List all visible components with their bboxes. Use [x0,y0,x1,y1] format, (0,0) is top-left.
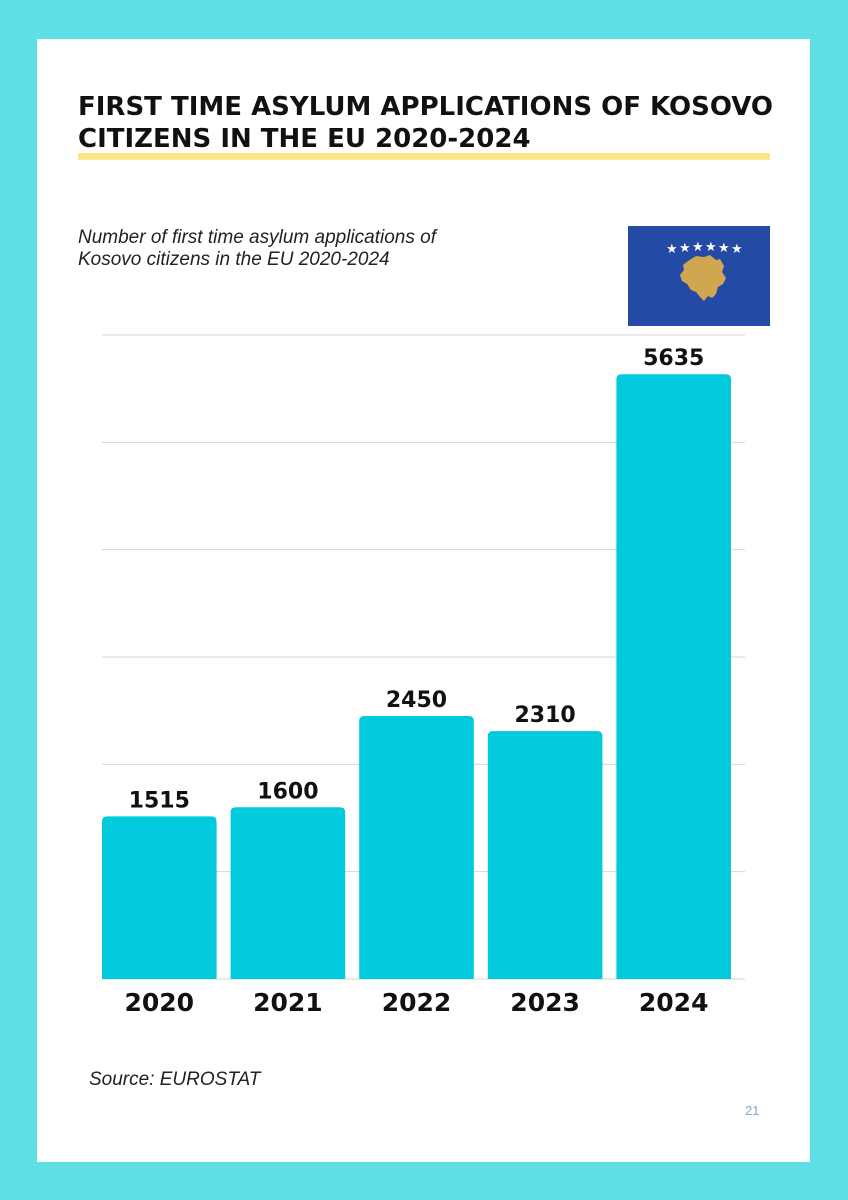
x-tick-label-2022: 2022 [382,988,452,1017]
source-note: Source: EUROSTAT [89,1069,261,1090]
data-label-2023: 2310 [514,703,575,728]
flag-star-icon: ★ [679,241,691,256]
title-line-2: CITIZENS IN THE EU 2020-2024 [78,124,531,154]
page-number: 21 [745,1103,760,1118]
data-label-2024: 5635 [643,346,704,371]
kosovo-flag: ★ ★ ★ ★ ★ ★ [628,226,770,326]
bar-2020 [102,816,217,979]
bar-2023 [487,731,603,979]
x-tick-label-2024: 2024 [639,988,709,1017]
data-label-2021: 1600 [257,779,318,804]
page: FIRST TIME ASYLUM APPLICATIONS OF KOSOVO… [37,39,810,1162]
chart-subtitle: Number of first time asylum applications… [78,227,518,271]
title-underline [78,153,770,160]
data-label-2022: 2450 [386,688,447,713]
subtitle-line-1: Number of first time asylum applications… [78,227,436,248]
page-title: FIRST TIME ASYLUM APPLICATIONS OF KOSOVO… [78,91,778,155]
flag-star-icon: ★ [705,240,717,255]
bar-2024 [616,374,731,980]
x-tick-label-2020: 2020 [125,988,195,1017]
bar-2021 [230,807,346,979]
bar-2022 [359,716,474,979]
title-line-1: FIRST TIME ASYLUM APPLICATIONS OF KOSOVO [78,92,774,122]
bar-chart: 1515 2020 1600 2021 2450 2022 2310 2023 5635 2024 [102,334,745,1017]
subtitle-line-2: Kosovo citizens in the EU 2020-2024 [78,249,390,270]
kosovo-flag-graphic: ★ ★ ★ ★ ★ ★ [666,240,743,301]
flag-star-icon: ★ [718,241,730,256]
flag-star-icon: ★ [692,240,704,255]
flag-stars: ★ ★ ★ ★ ★ ★ [666,240,743,257]
kosovo-map-shape [680,255,726,301]
flag-star-icon: ★ [666,242,678,257]
flag-star-icon: ★ [731,242,743,257]
data-label-2020: 1515 [129,788,190,813]
x-tick-label-2021: 2021 [253,988,323,1017]
x-tick-label-2023: 2023 [510,988,580,1017]
